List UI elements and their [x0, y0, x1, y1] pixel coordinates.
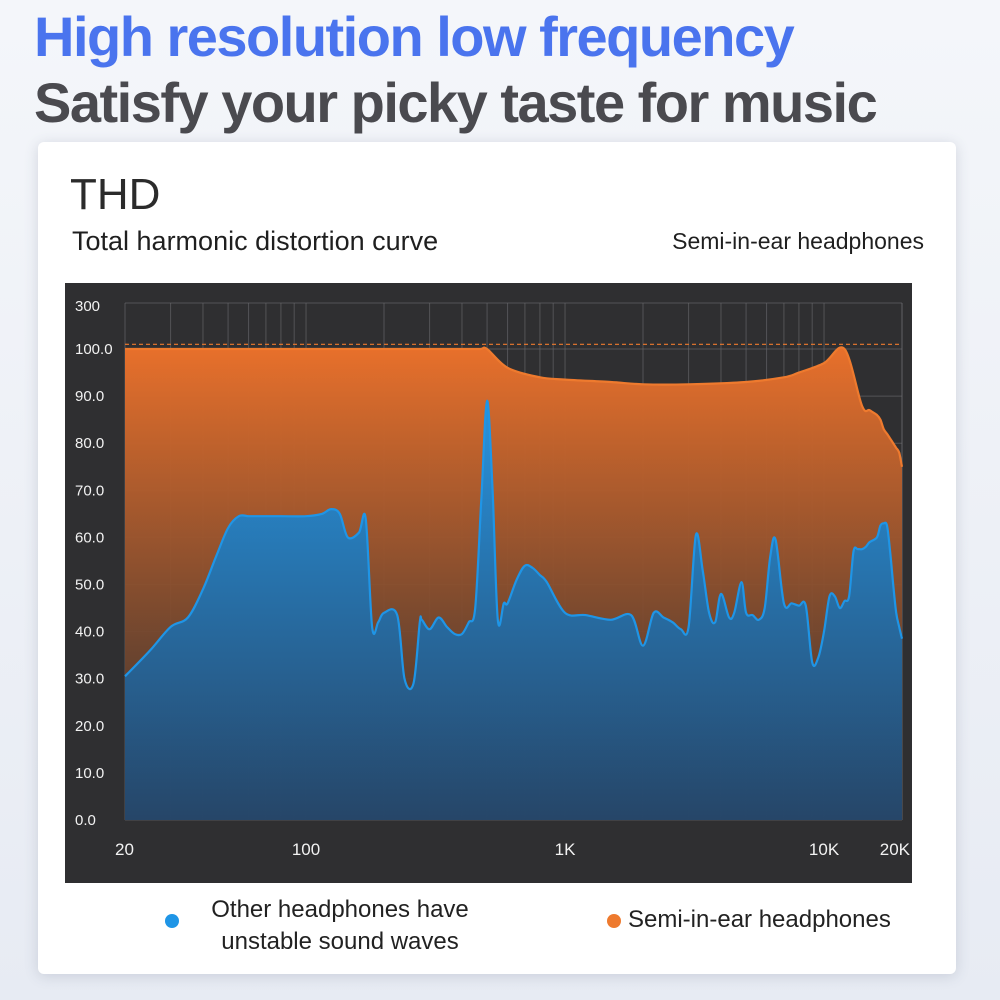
plot-area: 100.0 90.0 80.0 70.0 60.0 50.0 40.0 30.0 20.0 10.…	[65, 283, 912, 883]
subline: Satisfy your picky taste for music	[34, 71, 878, 134]
y-tick-label-9: 10.0	[75, 765, 104, 782]
y-tick-label-8: 20.0	[75, 718, 104, 735]
y-tick-label-1: 90.0	[75, 388, 104, 405]
legend-label-semi: Semi-in-ear headphones	[628, 906, 891, 933]
y-tick-label-0: 100.0	[75, 341, 113, 358]
chart-subtitle: Total harmonic distortion curve	[72, 226, 439, 256]
headline: High resolution low frequency	[34, 5, 795, 68]
series-area-0	[125, 400, 902, 820]
thd-chart: 100.0 90.0 80.0 70.0 60.0 50.0 40.0 30.0 20.0 10.…	[75, 298, 911, 859]
y-tick-label-4: 60.0	[75, 529, 104, 546]
x-tick-label-0: 20	[115, 840, 134, 859]
legend-dot-other	[165, 914, 179, 928]
y-tick-label-11: 300	[75, 298, 100, 315]
y-tick-label-6: 40.0	[75, 624, 104, 641]
y-tick-label-10: 0.0	[75, 812, 96, 829]
series-line-0	[124, 399, 904, 691]
x-tick-label-1: 100	[292, 840, 320, 859]
y-tick-label-2: 80.0	[75, 435, 104, 452]
legend-label-other: Other headphones have unstable sound wav…	[211, 896, 469, 955]
chart-title: THD	[70, 170, 161, 219]
x-tick-label-4: 20K	[880, 840, 911, 859]
legend-dot-semi	[607, 914, 621, 928]
y-tick-label-7: 30.0	[75, 671, 104, 688]
y-tick-label-5: 50.0	[75, 577, 104, 594]
y-tick-label-3: 70.0	[75, 482, 104, 499]
chart-tag: Semi-in-ear headphones	[672, 228, 924, 254]
x-tick-label-3: 10K	[809, 840, 840, 859]
series-line-1	[125, 346, 904, 468]
x-tick-label-2: 1K	[555, 840, 576, 859]
